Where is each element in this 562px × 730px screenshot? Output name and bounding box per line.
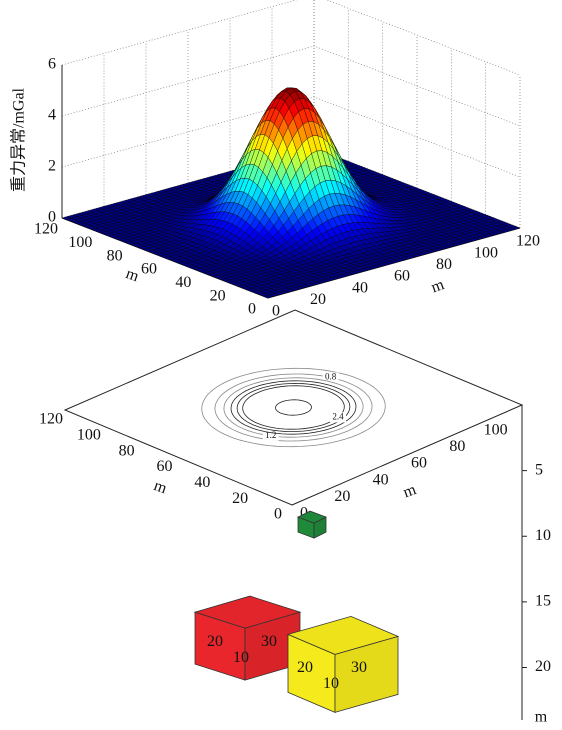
body-label: 10: [323, 675, 339, 692]
body-label: 20: [297, 659, 313, 676]
contour-line: [224, 378, 363, 437]
depth-tick-label: 5: [535, 461, 543, 478]
x-tick-label: 100: [484, 421, 508, 438]
contour-line: [237, 383, 350, 431]
x-tick-label: 60: [411, 455, 427, 472]
figure: 重力异常/mGal m m m m m 02040608010012002040…: [0, 0, 562, 730]
z-tick-label: 2: [48, 158, 56, 175]
y-tick-label: 0: [248, 301, 256, 318]
y-tick-label: 40: [194, 474, 210, 491]
body-label: 10: [233, 649, 249, 666]
x-tick-label: 80: [449, 438, 465, 455]
x-tick-label: 20: [334, 488, 350, 505]
grid-line: [62, 0, 520, 75]
z-tick-label: 4: [48, 107, 56, 124]
depth-tick-label: 10: [535, 527, 551, 544]
z-tick-label: 6: [48, 56, 56, 73]
y-tick-label: 20: [232, 490, 248, 507]
y-tick-label: 60: [157, 458, 173, 475]
contour-line: [215, 374, 372, 441]
y-tick-label: 20: [210, 287, 226, 304]
x-tick-label: 40: [373, 471, 389, 488]
floor: [65, 310, 522, 505]
body-label: 30: [351, 659, 367, 676]
y-tick-label: 80: [107, 247, 123, 264]
y-axis-label: m: [124, 265, 142, 285]
x-tick-label: 20: [310, 291, 326, 308]
z-tick-label: 0: [48, 209, 56, 226]
depth-tick-label: 20: [535, 658, 551, 675]
y-tick-label: 60: [141, 261, 157, 278]
depth-tick-label: 15: [535, 593, 551, 610]
contour-label: 0.8: [325, 372, 337, 382]
x-tick-label: 40: [352, 279, 368, 296]
x-tick-label: 100: [474, 244, 498, 261]
contour-line: [202, 368, 386, 446]
x-tick-label: 60: [394, 268, 410, 285]
y-tick-label: 0: [274, 506, 282, 523]
contour-line: [276, 400, 312, 415]
y-tick-label: 100: [68, 234, 92, 251]
y-tick-label: 120: [39, 411, 63, 428]
contour-line: [231, 381, 356, 434]
y-axis-label: m: [152, 477, 170, 497]
contour-line: [243, 386, 345, 429]
body-label: 20: [207, 633, 223, 650]
contour-label: 2.4: [332, 411, 344, 421]
y-tick-label: 80: [119, 442, 135, 459]
x-axis-label: m: [429, 276, 447, 296]
x-tick-label: 80: [436, 256, 452, 273]
y-tick-label: 100: [77, 427, 101, 444]
body-label: 30: [261, 633, 277, 650]
x-tick-label: 120: [516, 233, 540, 250]
x-axis-label: m: [401, 481, 419, 501]
y-tick-label: 40: [175, 274, 191, 291]
contour-label: 1.2: [265, 430, 276, 440]
z-axis-label: 重力异常/mGal: [10, 87, 28, 192]
depth-axis-label: m: [535, 709, 548, 726]
